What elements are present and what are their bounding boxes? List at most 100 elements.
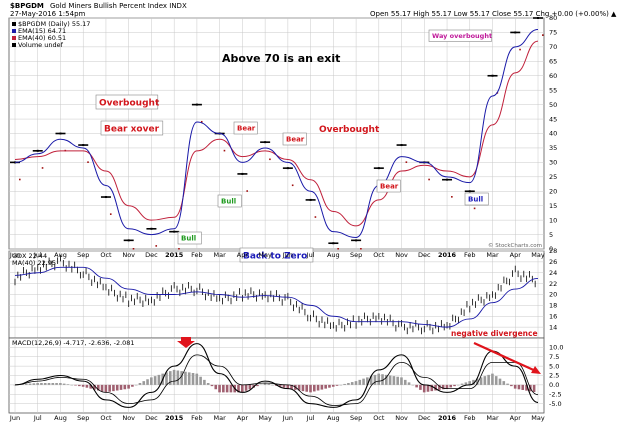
bpi-tick: [133, 248, 135, 250]
macd-hist-bar: [328, 385, 331, 388]
macd-hist-bar: [400, 377, 403, 385]
macd-hist-bar: [491, 374, 494, 385]
macd-hist-bar: [506, 384, 509, 385]
macd-hist-bar: [499, 379, 502, 385]
macd-hist-bar: [533, 385, 536, 392]
x-tick-label: May: [258, 251, 272, 259]
ohlc-readout: Open 55.17 High 55.17 Low 55.17 Close 55…: [370, 10, 617, 18]
macd-hist-bar: [55, 383, 58, 385]
bpi-point: [492, 75, 494, 77]
bpi-tick: [178, 248, 180, 250]
y-tick-label: 70: [549, 43, 557, 51]
bpi-point: [150, 228, 152, 230]
macd-hist-bar: [419, 385, 422, 390]
macd-hist-bar: [29, 384, 32, 385]
macd-hist-bar: [510, 385, 513, 386]
macd-hist-bar: [362, 379, 365, 385]
y-tick-label: 30: [549, 159, 557, 167]
x-tick-label: Apr: [237, 251, 249, 259]
x-tick-label: Jun: [9, 414, 20, 422]
macd-hist-bar: [48, 383, 51, 385]
macd-hist-bar: [82, 385, 85, 387]
y-tick-label: 20: [549, 187, 557, 195]
macd-hist-bar: [484, 376, 487, 385]
legend-macd: MACD(12,26,9) -4.717, -2.636, -2.081: [12, 339, 135, 347]
macd-hist-bar: [271, 385, 274, 386]
bpi-tick: [87, 161, 89, 163]
macd-hist-bar: [340, 385, 343, 386]
y-tick-label: 2.5: [549, 372, 559, 380]
macd-hist-bar: [226, 385, 229, 393]
y-tick-label: 7.5: [549, 353, 559, 361]
bpi-tick: [406, 161, 408, 163]
bpi-tick: [542, 34, 544, 36]
negative-divergence-label: negative divergence: [451, 329, 538, 338]
x-tick-label: Nov: [395, 251, 408, 259]
bpi-tick: [474, 208, 476, 210]
x-tick-label: Feb: [191, 251, 203, 259]
bpi-point: [264, 141, 266, 143]
x-tick-label: Sep: [350, 251, 362, 259]
macd-hist-bar: [355, 381, 358, 385]
date-label: 27-May-2016 1:54pm: [10, 10, 86, 18]
macd-hist-bar: [408, 382, 411, 385]
x-tick-label: Oct: [100, 251, 112, 259]
bpi-point: [332, 242, 334, 244]
bpi-tick: [110, 213, 112, 215]
macd-hist-bar: [222, 385, 225, 393]
x-tick-label: Nov: [122, 414, 135, 422]
macd-hist-bar: [309, 385, 312, 393]
x-tick-label: Apr: [237, 414, 249, 422]
macd-hist-bar: [105, 385, 108, 393]
macd-hist-bar: [173, 370, 176, 385]
x-tick-label: Nov: [395, 414, 408, 422]
bear1-label: Bear: [237, 125, 256, 133]
bpi-point: [241, 173, 243, 175]
y-tick-label: 75: [549, 29, 557, 37]
macd-hist-bar: [211, 385, 214, 386]
macd-hist-bar: [495, 376, 498, 385]
macd-hist-bar: [139, 383, 142, 385]
y-tick-label: 15: [549, 202, 557, 210]
bear2-label: Bear: [286, 136, 305, 144]
macd-hist-bar: [461, 384, 464, 385]
macd-hist-bar: [196, 374, 199, 385]
x-tick-label: Sep: [77, 251, 89, 259]
y-tick-label: 26: [549, 258, 557, 266]
bpi-point: [128, 239, 130, 241]
macd-hist-bar: [521, 385, 524, 390]
macd-hist-bar: [150, 377, 153, 385]
macd-hist-bar: [74, 385, 77, 386]
macd-hist-bar: [393, 376, 396, 385]
macd-hist-bar: [377, 374, 380, 385]
macd-hist-bar: [245, 385, 248, 391]
macd-hist-bar: [487, 375, 490, 385]
macd-hist-bar: [324, 385, 327, 389]
exit-note: Above 70 is an exit: [222, 52, 340, 65]
y-tick-label: -2.5: [549, 390, 562, 398]
macd-hist-bar: [230, 385, 233, 393]
macd-hist-bar: [502, 381, 505, 385]
macd-hist-bar: [63, 384, 66, 385]
macd-hist-bar: [321, 385, 324, 390]
y-tick-label: 25: [549, 173, 557, 181]
bpi-tick: [155, 245, 157, 247]
macd-hist-bar: [457, 385, 460, 386]
x-tick-label: 2016: [438, 251, 457, 259]
legend-gdx-ma40: MA(40) 22.95: [12, 259, 56, 267]
bpi-point: [173, 231, 175, 233]
legend-swatch: [12, 36, 16, 40]
macd-hist-bar: [412, 385, 415, 386]
bpi-tick: [19, 179, 21, 181]
macd-hist-bar: [112, 385, 115, 391]
legend-swatch: [12, 22, 16, 26]
macd-hist-bar: [86, 385, 89, 388]
x-tick-label: May: [258, 414, 272, 422]
bpi-tick: [224, 150, 226, 152]
macd-hist-bar: [142, 381, 145, 385]
macd-hist-bar: [146, 379, 149, 385]
x-tick-label: 2016: [438, 414, 457, 422]
macd-hist-bar: [268, 384, 271, 385]
macd-hist-bar: [188, 372, 191, 385]
